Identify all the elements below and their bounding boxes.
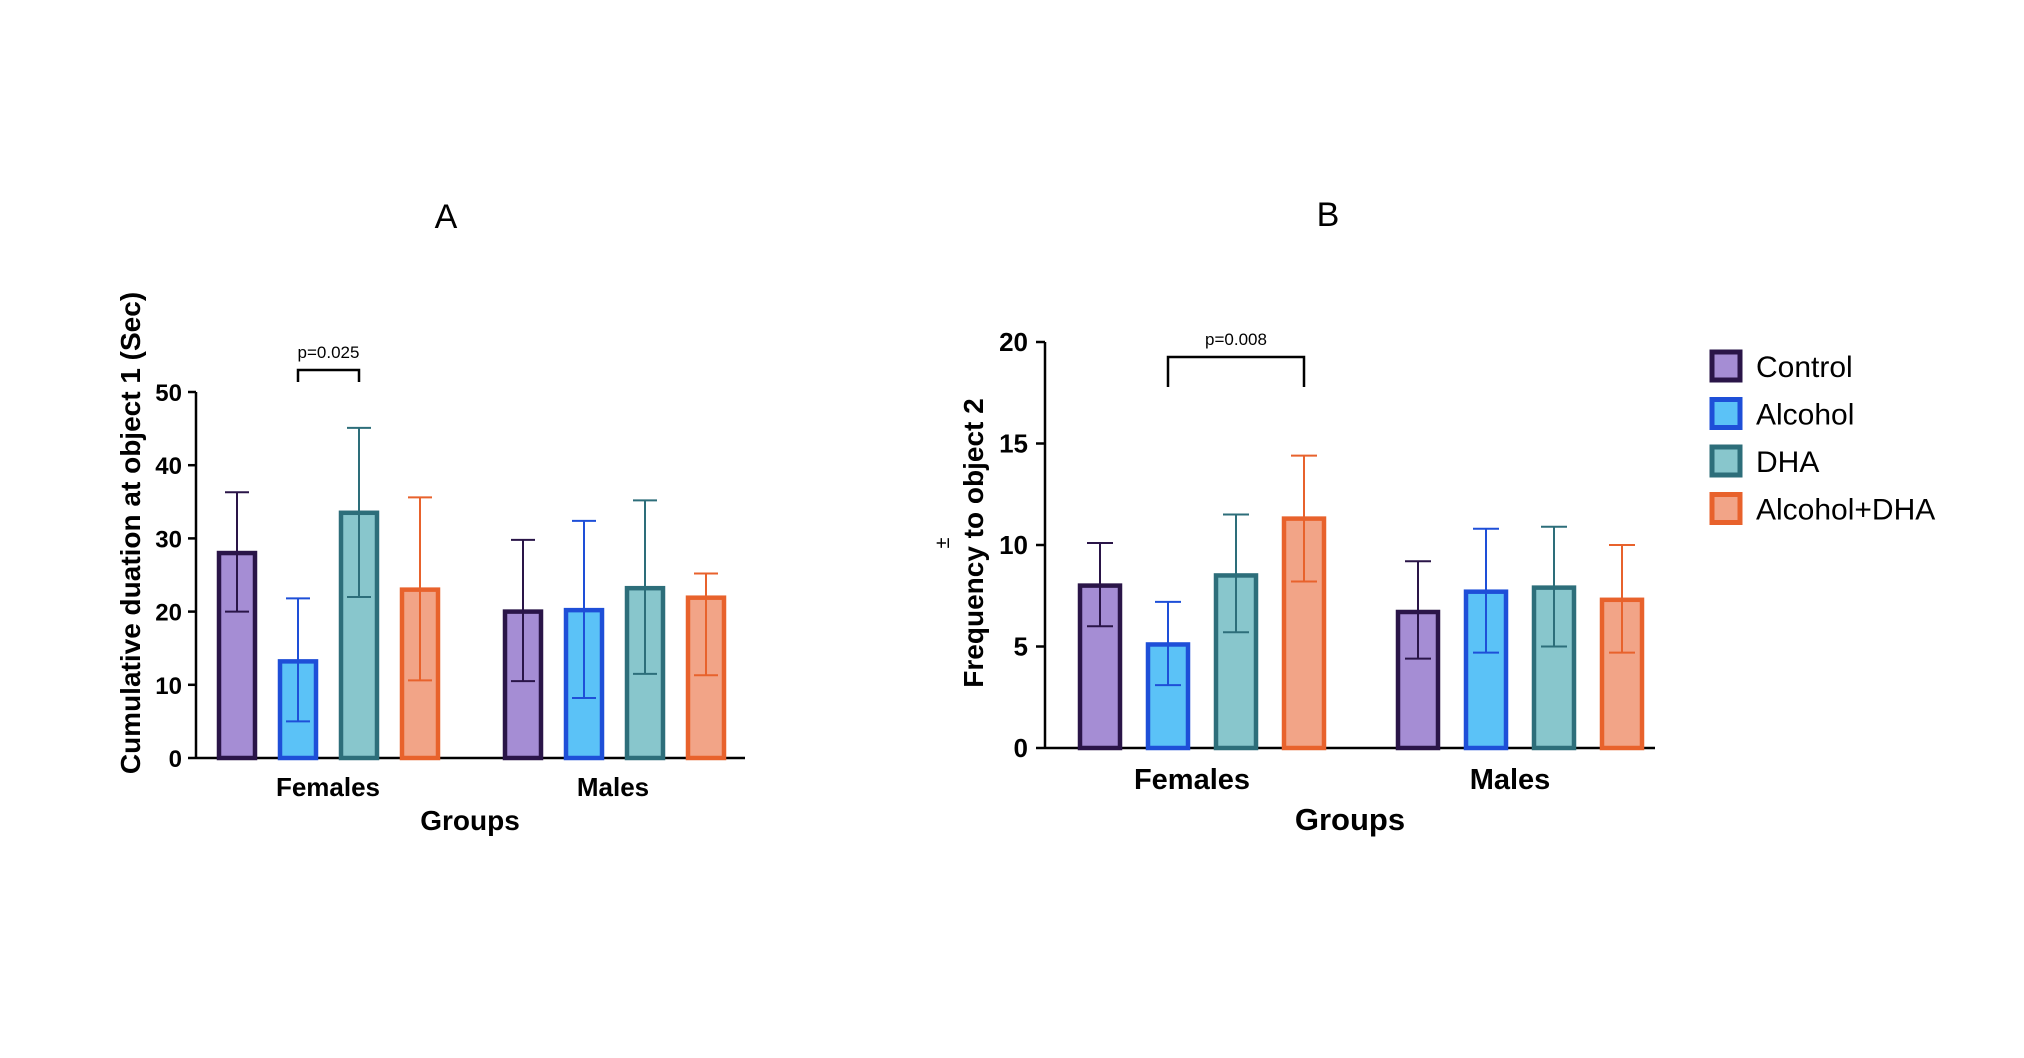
y-tick-label: 50 bbox=[155, 380, 182, 407]
p-value-label: p=0.008 bbox=[1205, 330, 1267, 349]
legend-label-alcohol: Alcohol bbox=[1756, 399, 1854, 432]
significance-bracket-line bbox=[296, 368, 361, 382]
panel-b-y-axis-title: Frequency to object 2 bbox=[958, 398, 989, 687]
panel-a-category-label-males: Males bbox=[577, 772, 649, 802]
legend-label-dha: DHA bbox=[1756, 446, 1819, 479]
significance-bracket-line bbox=[1166, 355, 1306, 387]
p-value-label: p=0.025 bbox=[298, 343, 360, 362]
panel-a-significance-bracket: p=0.025 bbox=[296, 343, 361, 382]
panel-b-y-axis-extra-mark: ± bbox=[932, 537, 954, 548]
y-tick-label: 0 bbox=[1014, 733, 1028, 763]
y-tick-label: 5 bbox=[1014, 632, 1028, 662]
panel-b-y-ticks: 0 5 10 15 20 bbox=[999, 327, 1045, 763]
y-tick-label: 20 bbox=[999, 327, 1028, 357]
y-tick-label: 10 bbox=[999, 530, 1028, 560]
y-tick-label: 40 bbox=[155, 453, 182, 480]
legend-swatch-control bbox=[1709, 349, 1743, 383]
panel-b-significance-bracket: p=0.008 bbox=[1166, 330, 1306, 387]
panel-a-title: A bbox=[435, 198, 458, 236]
legend-swatch-dha bbox=[1709, 444, 1743, 478]
panel-a-y-axis-title: Cumulative duation at object 1 (Sec) bbox=[115, 292, 146, 774]
panel-a: A Cumulative duation at object 1 (Sec) 0… bbox=[115, 198, 745, 836]
legend-label-alcohol-plus-dha: Alcohol+DHA bbox=[1756, 494, 1935, 527]
y-tick-label: 15 bbox=[999, 429, 1028, 459]
y-tick-label: 30 bbox=[155, 526, 182, 553]
panel-a-category-label-females: Females bbox=[276, 772, 380, 802]
legend-swatch-alcohol-plus-dha bbox=[1709, 492, 1743, 525]
legend-label-control: Control bbox=[1756, 351, 1853, 384]
panel-a-y-ticks: 0 10 20 30 40 50 bbox=[155, 380, 196, 773]
legend-swatch-alcohol bbox=[1709, 397, 1743, 430]
y-tick-label: 20 bbox=[155, 600, 182, 627]
y-tick-label: 0 bbox=[169, 746, 182, 773]
panel-b-title: B bbox=[1317, 196, 1340, 234]
panel-b-category-label-males: Males bbox=[1470, 764, 1551, 796]
y-tick-label: 10 bbox=[155, 673, 182, 700]
panel-a-bars bbox=[216, 426, 727, 761]
legend: Control Alcohol DHA Alcohol+DHA bbox=[1709, 349, 1935, 527]
panel-b-bars bbox=[1077, 454, 1645, 751]
panel-b-category-label-females: Females bbox=[1134, 764, 1250, 796]
panel-b-x-axis-title: Groups bbox=[1295, 802, 1405, 837]
panel-a-x-axis-title: Groups bbox=[420, 805, 520, 836]
panel-b: B Frequency to object 2 ± 0 5 10 15 20 p=0.0… bbox=[932, 196, 1655, 837]
